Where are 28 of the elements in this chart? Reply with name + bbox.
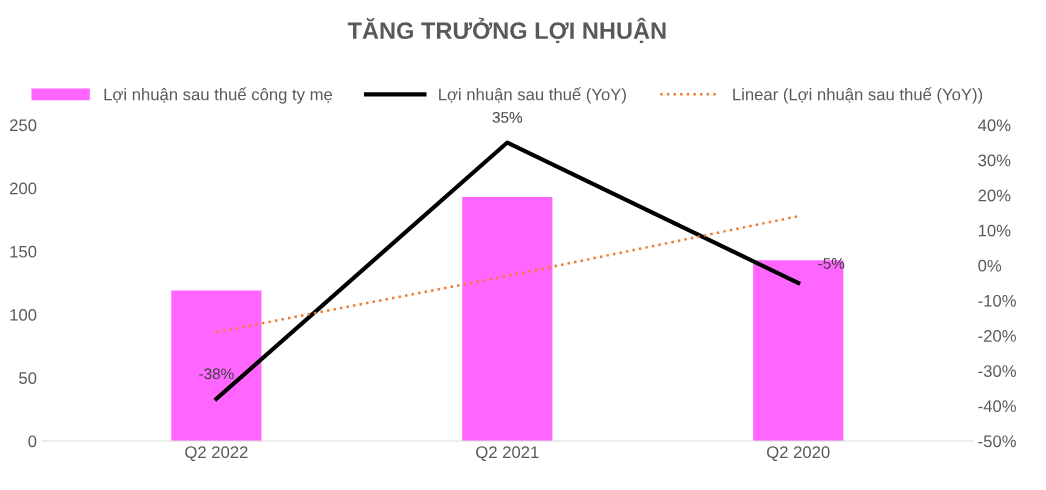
y-tick-label: 250 [10,119,37,132]
data-label: 35% [492,112,523,123]
y2-tick-label: -20% [978,330,1016,342]
y2-tick-label: 40% [978,119,1011,132]
x-tick-label: Q2 2021 [476,446,539,462]
legend-label: Lợi nhuận sau thuế công ty mẹ [104,87,333,104]
bar [462,197,553,441]
y2-tick-label: -40% [978,400,1016,413]
y-tick-label: 150 [10,245,37,258]
bar [171,290,262,441]
bar [753,260,844,441]
y2-tick-label: -10% [978,294,1016,307]
y2-tick-label: -50% [978,435,1016,448]
y2-tick-label: 10% [978,224,1011,237]
x-tick-label: Q2 2022 [185,446,248,462]
legend-label: Lợi nhuận sau thuế (YoY) [439,87,626,104]
y2-tick-label: -30% [978,365,1016,377]
y2-tick-label: 30% [978,154,1011,167]
y-tick-label: 0 [28,435,37,448]
legend-label: Linear (Lợi nhuận sau thuế (YoY)) [733,87,983,104]
y2-tick-label: 0% [978,259,1002,272]
y2-tick-label: 20% [978,189,1011,202]
y-tick-label: 100 [10,308,37,321]
y-tick-label: 50 [19,372,37,384]
data-label: -38% [199,368,234,380]
x-tick-label: Q2 2020 [767,446,830,462]
y-tick-label: 200 [10,182,37,195]
chart-title: TĂNG TRƯỞNG LỢI NHUẬN [347,17,666,44]
